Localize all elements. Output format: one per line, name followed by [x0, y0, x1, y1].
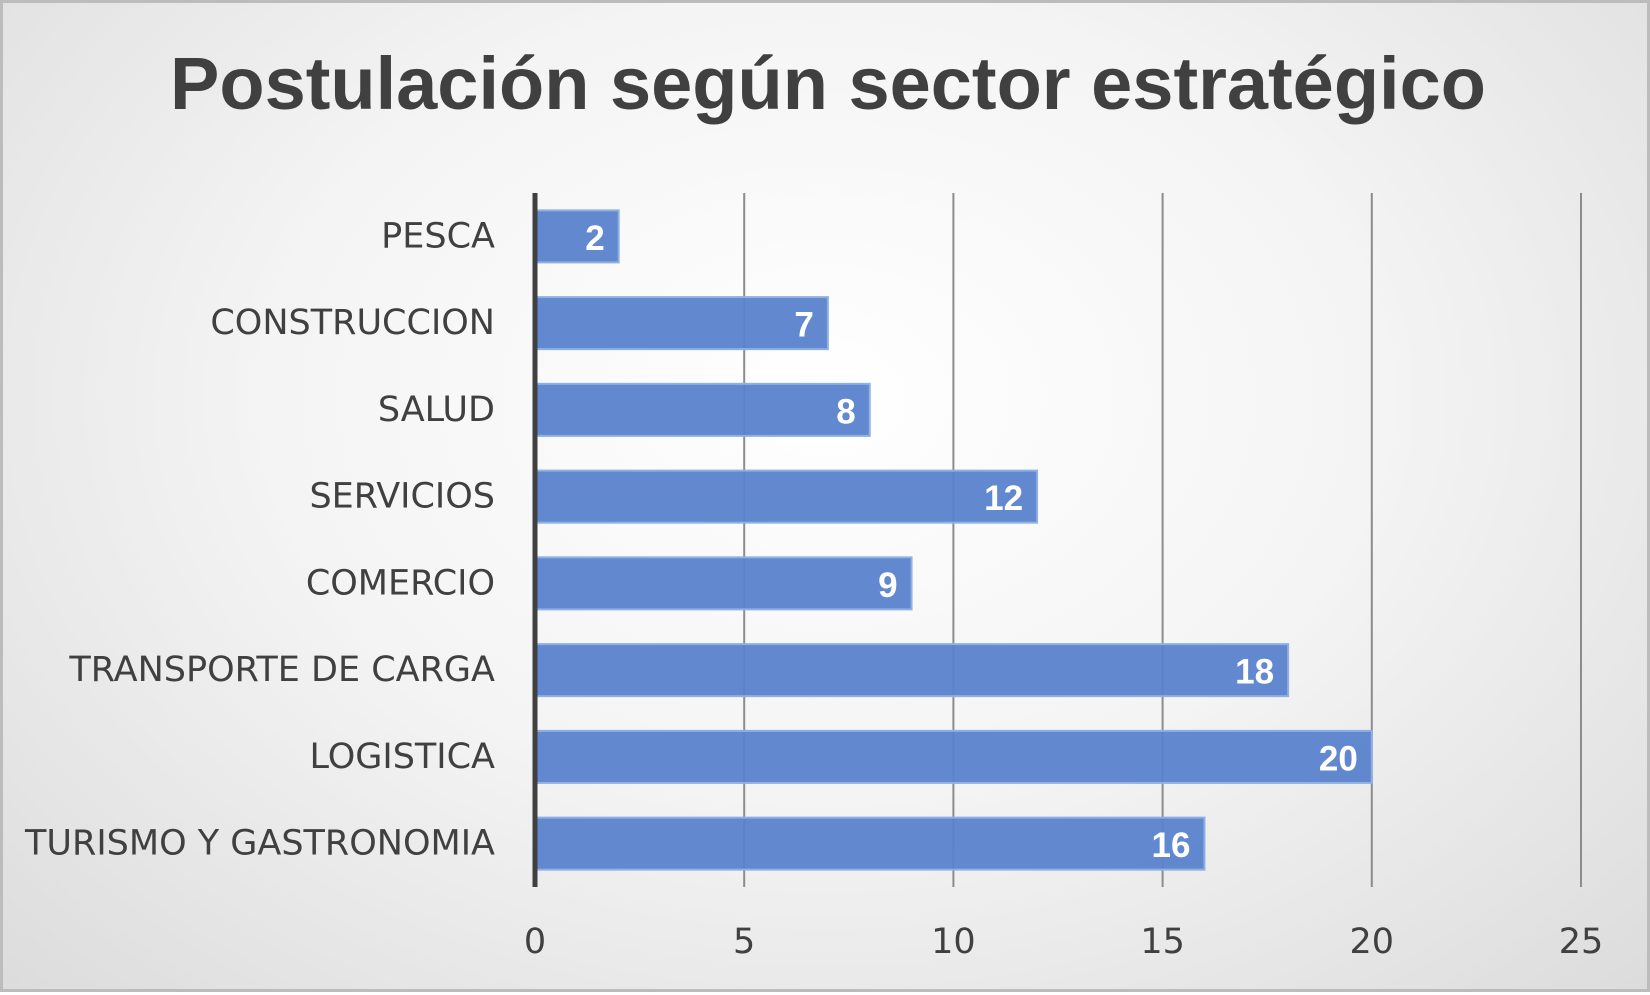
bar-1 [534, 296, 829, 351]
data-label-2: 8 [836, 392, 855, 431]
x-tick-label-3: 15 [1140, 922, 1185, 962]
category-label-0: PESCA [381, 216, 495, 256]
data-label-5: 18 [1235, 653, 1274, 692]
data-label-6: 20 [1319, 739, 1358, 778]
category-label-6: LOGISTICA [309, 737, 495, 777]
data-label-3: 12 [984, 479, 1023, 518]
bar-chart: 0 5 10 15 20 25 PESCA 2 CONSTRUCCION 7 SALUD 8 SERVI… [24, 193, 1603, 962]
data-label-1: 7 [794, 306, 813, 345]
data-label-7: 16 [1152, 826, 1191, 865]
chart-title: Postulación según sector estratégico [170, 42, 1486, 125]
category-label-2: SALUD [378, 390, 495, 430]
x-tick-label-5: 25 [1559, 922, 1604, 962]
bar-5 [534, 643, 1290, 698]
category-label-1: CONSTRUCCION [210, 303, 495, 343]
bar-6 [534, 729, 1373, 784]
bar-7 [534, 816, 1206, 871]
x-tick-label-1: 5 [733, 922, 755, 962]
category-label-5: TRANSPORTE DE CARGA [68, 650, 495, 690]
x-tick-label-0: 0 [524, 922, 546, 962]
data-label-4: 9 [878, 566, 897, 605]
bar-2 [534, 382, 871, 437]
bar-3 [534, 469, 1039, 524]
category-label-3: SERVICIOS [309, 477, 495, 517]
category-label-7: TURISMO Y GASTRONOMIA [24, 824, 495, 864]
bars [534, 209, 1373, 871]
category-label-4: COMERCIO [306, 563, 495, 603]
data-label-0: 2 [585, 219, 604, 258]
x-tick-label-2: 10 [931, 922, 976, 962]
labels: 0 5 10 15 20 25 PESCA 2 CONSTRUCCION 7 SALUD 8 SERVI… [24, 216, 1603, 962]
x-tick-label-4: 20 [1350, 922, 1395, 962]
bar-4 [534, 556, 913, 611]
bar-0 [534, 209, 620, 264]
